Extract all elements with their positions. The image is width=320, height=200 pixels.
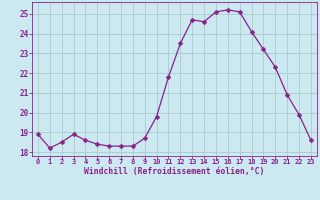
X-axis label: Windchill (Refroidissement éolien,°C): Windchill (Refroidissement éolien,°C) xyxy=(84,167,265,176)
